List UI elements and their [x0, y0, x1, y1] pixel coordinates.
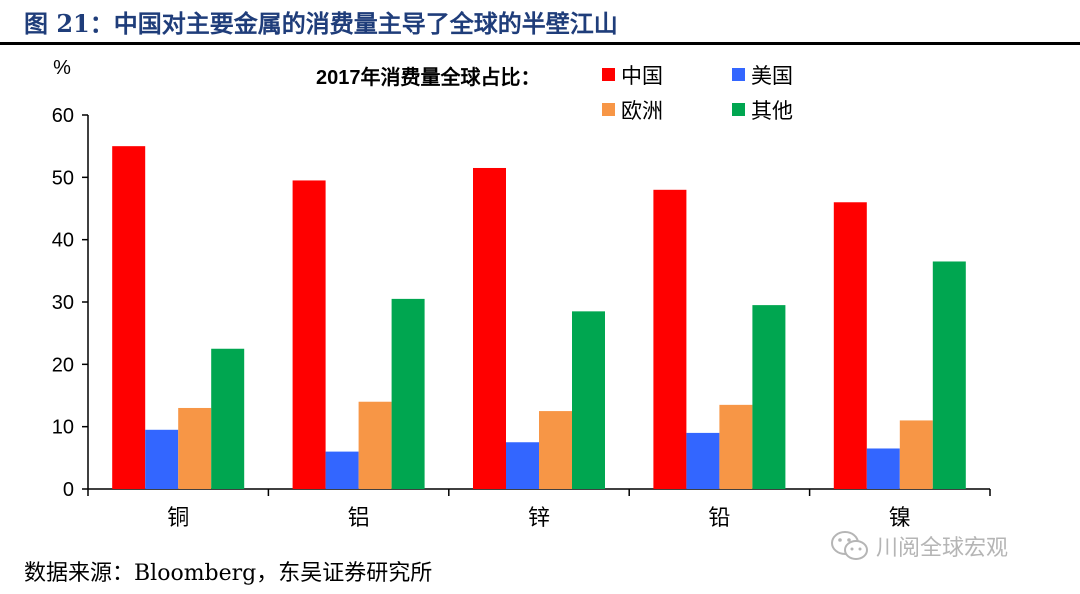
y-tick-label: 10 [52, 417, 74, 439]
legend-label: 美国 [751, 64, 793, 88]
bar-1-3 [473, 167, 506, 489]
title-divider [0, 42, 1080, 45]
bar-4-1 [211, 348, 245, 489]
watermark: 川阅全球宏观 [830, 526, 1050, 566]
bar-4-4 [752, 305, 786, 489]
figure-title: 图 21：中国对主要金属的消费量主导了全球的半壁江山 [24, 9, 618, 38]
bar-1-5 [833, 202, 867, 489]
y-tick-label: 30 [52, 292, 74, 314]
y-tick-label: 0 [63, 479, 74, 501]
bar-4-2 [391, 298, 425, 489]
x-category-label: 镍 [889, 506, 911, 531]
watermark-text: 川阅全球宏观 [876, 536, 1009, 561]
x-category-label: 铝 [348, 506, 370, 531]
legend-label: 中国 [621, 64, 663, 88]
x-category-label: 锌 [528, 506, 550, 531]
bars [112, 146, 966, 490]
bar-3-3 [539, 411, 572, 489]
bar-1-2 [292, 180, 326, 489]
bar-2-3 [506, 442, 539, 489]
y-tick-label: 40 [52, 230, 74, 252]
legend-swatch [732, 68, 745, 81]
bar-2-2 [325, 451, 359, 489]
legend-label: 欧洲 [621, 99, 663, 123]
wechat-icon [831, 531, 868, 560]
legend-label: 其他 [751, 99, 793, 123]
legend-swatch [602, 68, 615, 81]
y-tick-label: 20 [52, 354, 74, 376]
legend-swatch [732, 103, 745, 116]
source-note: 数据来源：Bloomberg，东吴证券研究所 [24, 561, 433, 586]
legend-swatch [602, 103, 615, 116]
bar-1-4 [653, 189, 687, 490]
bar-3-5 [899, 420, 933, 489]
bar-2-5 [866, 448, 900, 489]
bar-2-4 [686, 432, 720, 489]
x-category-label: 铜 [167, 506, 189, 531]
chart-title: 2017年消费量全球占比： [316, 65, 541, 89]
y-tick-label: 50 [52, 167, 74, 189]
bar-2-1 [145, 429, 179, 489]
x-category-label: 铅 [708, 506, 730, 531]
bar-3-2 [358, 401, 392, 489]
bar-4-3 [572, 311, 605, 489]
bar-3-1 [178, 407, 212, 489]
y-tick-label: 60 [52, 105, 74, 127]
bar-1-1 [112, 146, 146, 489]
bar-4-5 [932, 261, 966, 489]
bar-3-4 [719, 404, 753, 489]
y-axis-unit-label: % [53, 57, 71, 79]
